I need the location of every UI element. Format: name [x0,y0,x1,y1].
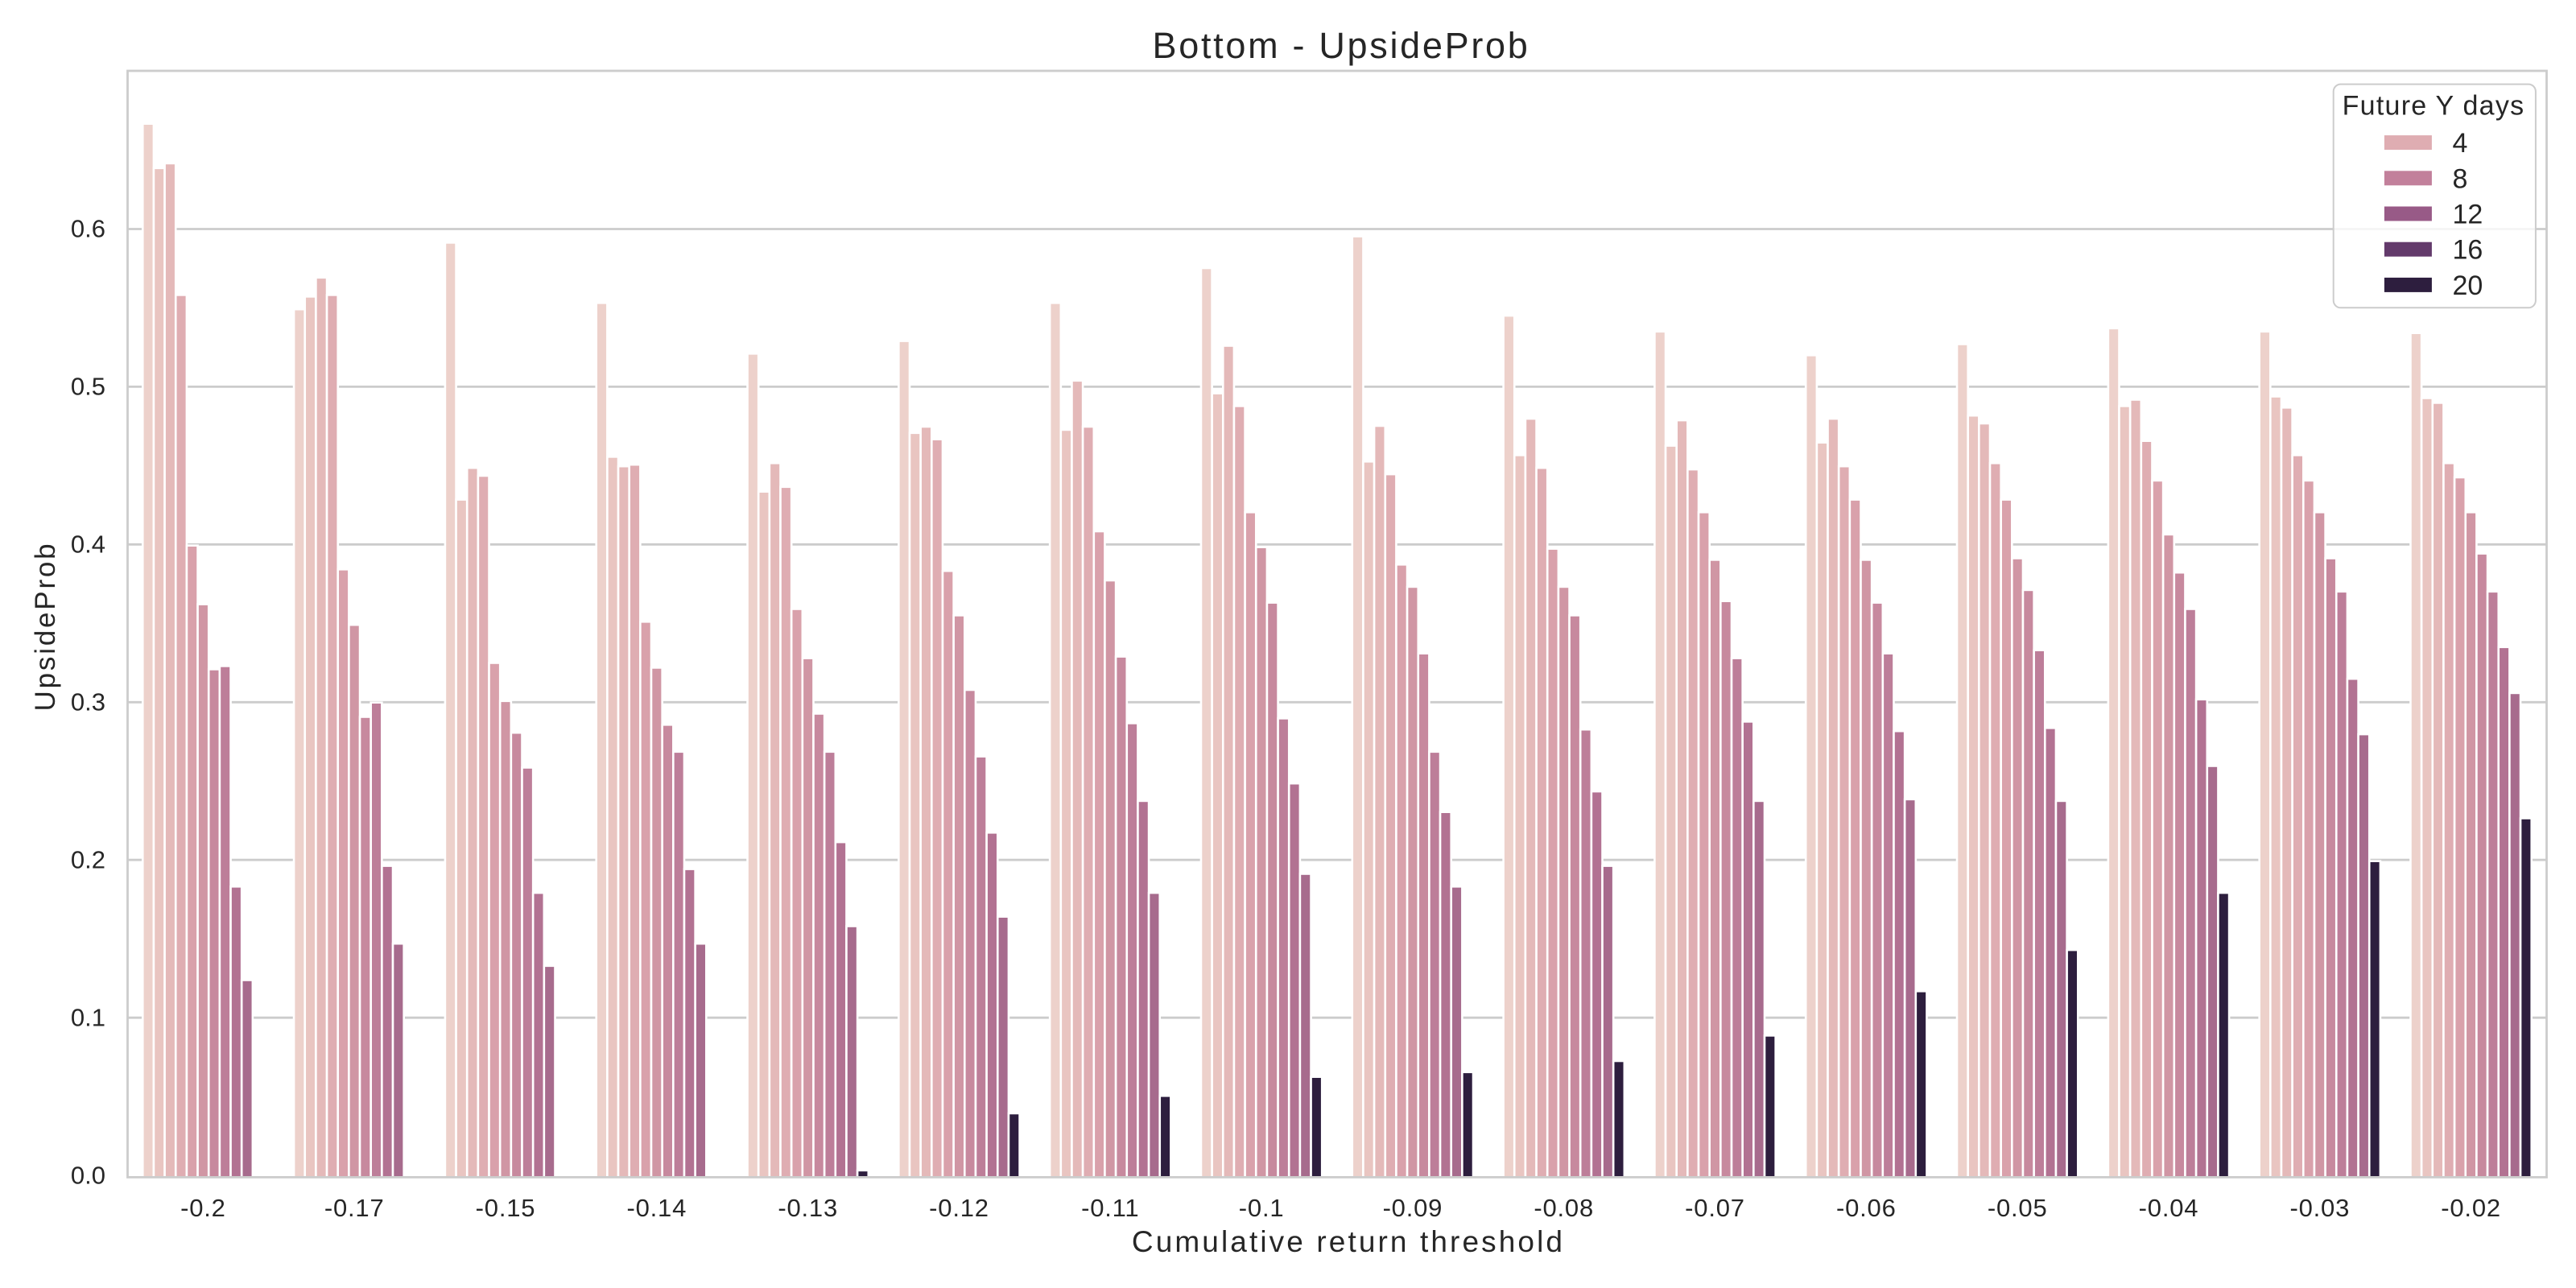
svg-text:0.0: 0.0 [71,1161,105,1189]
svg-text:0.1: 0.1 [71,1003,105,1031]
svg-text:-0.14: -0.14 [626,1194,687,1222]
svg-text:-0.1: -0.1 [1239,1194,1285,1222]
svg-text:-0.07: -0.07 [1685,1194,1745,1222]
svg-text:0.5: 0.5 [71,373,105,401]
svg-text:Bottom - UpsideProb: Bottom - UpsideProb [1153,25,1530,66]
svg-text:0.2: 0.2 [71,845,105,873]
svg-text:-0.17: -0.17 [324,1194,385,1222]
svg-text:16: 16 [2453,235,2483,266]
svg-text:-0.08: -0.08 [1534,1194,1594,1222]
svg-text:Cumulative return threshold: Cumulative return threshold [1132,1225,1565,1258]
svg-text:-0.06: -0.06 [1836,1194,1897,1222]
svg-text:-0.05: -0.05 [1988,1194,2048,1222]
svg-text:-0.2: -0.2 [180,1194,226,1222]
svg-text:0.3: 0.3 [71,688,105,716]
svg-text:Future Y days: Future Y days [2343,91,2525,122]
svg-text:20: 20 [2453,270,2483,301]
svg-text:-0.11: -0.11 [1081,1194,1139,1222]
svg-text:-0.13: -0.13 [778,1194,838,1222]
svg-text:0.6: 0.6 [71,215,105,243]
svg-text:-0.09: -0.09 [1383,1194,1443,1222]
svg-text:-0.12: -0.12 [929,1194,989,1222]
svg-text:4: 4 [2453,128,2468,159]
svg-text:0.4: 0.4 [71,530,105,559]
svg-text:-0.04: -0.04 [2139,1194,2199,1222]
svg-text:-0.03: -0.03 [2289,1194,2350,1222]
svg-text:12: 12 [2453,200,2483,230]
svg-text:-0.15: -0.15 [476,1194,536,1222]
svg-text:8: 8 [2453,163,2468,194]
svg-text:UpsideProb: UpsideProb [30,542,61,712]
svg-text:-0.02: -0.02 [2441,1194,2501,1222]
